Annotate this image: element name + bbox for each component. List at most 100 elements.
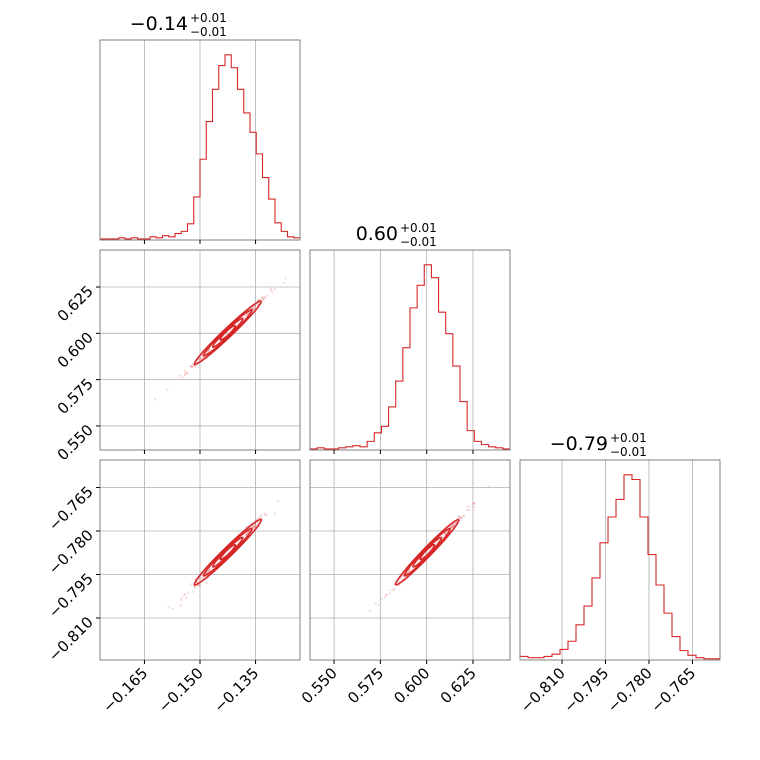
x-tick-label: −0.165 <box>99 664 151 716</box>
scatter-point <box>472 506 476 509</box>
scatter-point <box>451 523 454 527</box>
scatter-point <box>246 313 249 316</box>
panel-title-sup: +0.01 <box>610 431 647 445</box>
scatter-point <box>259 514 263 517</box>
scatter-point <box>201 576 204 580</box>
scatter-point <box>269 287 272 290</box>
scatter-point <box>167 606 170 609</box>
scatter-point <box>392 587 395 590</box>
panel-frame <box>309 459 511 661</box>
scatter-point <box>192 590 195 594</box>
scatter-point <box>448 525 452 528</box>
x-tick-label: −0.810 <box>517 664 569 716</box>
panel-title-sup: +0.01 <box>190 11 227 25</box>
scatter-point <box>245 532 248 535</box>
scatter-point <box>463 514 466 517</box>
scatter-group <box>167 500 280 610</box>
scatter-point <box>185 371 188 375</box>
scatter-point <box>252 525 255 529</box>
scatter-point <box>166 388 169 391</box>
scatter-point <box>452 524 456 527</box>
scatter-point <box>183 369 186 373</box>
scatter-point <box>154 398 157 401</box>
scatter-point <box>283 281 286 285</box>
panel-frame <box>309 249 511 451</box>
scatter-point <box>451 525 454 528</box>
scatter-point <box>368 609 372 613</box>
scatter-point <box>459 516 462 519</box>
scatter-point <box>198 358 201 361</box>
scatter-point <box>460 516 463 520</box>
scatter-point <box>200 357 203 360</box>
scatter-point <box>198 577 202 580</box>
x-tick-label: −0.795 <box>560 664 612 716</box>
scatter-point <box>259 516 262 519</box>
scatter-point <box>185 596 188 600</box>
scatter-point <box>207 348 210 352</box>
scatter-point <box>252 524 255 527</box>
scatter-point <box>252 307 255 310</box>
panel-frame <box>519 459 721 661</box>
x-tick-label: 0.550 <box>298 664 341 707</box>
scatter-point <box>392 588 396 592</box>
x-tick-label: −0.150 <box>155 664 207 716</box>
contour-level <box>202 527 253 577</box>
scatter-point <box>472 502 475 505</box>
scatter-point <box>454 522 457 525</box>
scatter-point <box>180 599 183 602</box>
panel-title: −0.14 <box>130 13 188 35</box>
scatter-point <box>284 277 287 280</box>
scatter-point <box>245 314 248 317</box>
panel-title: 0.60 <box>356 223 398 245</box>
scatter-group <box>154 277 287 401</box>
scatter-group <box>368 485 491 613</box>
scatter-point <box>190 365 194 369</box>
scatter-point <box>465 505 469 509</box>
scatter-point <box>184 592 187 596</box>
frame-layer <box>96 39 721 664</box>
y-tick-label: −0.810 <box>45 613 97 665</box>
contour-level <box>193 300 263 366</box>
scatter-point <box>258 298 261 301</box>
scatter-point <box>472 502 475 505</box>
scatter-point <box>263 295 266 299</box>
scatter-point <box>263 512 266 515</box>
scatter-point <box>198 584 201 587</box>
scatter-point <box>452 523 455 526</box>
x-tick-label: 0.625 <box>437 664 480 707</box>
x-tick-label: 0.600 <box>390 664 433 707</box>
scatter-point <box>462 514 465 517</box>
scatter-point <box>392 583 396 586</box>
scatter-point <box>389 589 392 592</box>
scatter-point <box>262 298 265 301</box>
scatter-point <box>270 290 274 294</box>
scatter-point <box>194 365 197 368</box>
scatter-point <box>190 583 193 586</box>
scatter-point <box>205 581 208 584</box>
contour-level <box>193 518 263 586</box>
scatter-point <box>383 596 386 599</box>
panel-title-sub: −0.01 <box>400 235 437 249</box>
scatter-point <box>468 508 471 512</box>
scatter-point <box>265 294 269 297</box>
scatter-point <box>450 525 454 528</box>
scatter-point <box>452 525 455 528</box>
scatter-point <box>207 349 210 352</box>
scatter-point <box>200 357 203 360</box>
contour-level <box>419 543 436 561</box>
scatter-point <box>193 586 197 589</box>
contour-level <box>403 527 451 577</box>
y-tick-label: 0.625 <box>54 282 97 325</box>
scatter-point <box>178 374 182 378</box>
scatter-point <box>260 296 263 299</box>
data-layer <box>100 54 720 660</box>
scatter-point <box>265 514 268 517</box>
contour-level <box>394 518 460 586</box>
x-tick-label: −0.135 <box>210 664 262 716</box>
scatter-point <box>253 523 256 526</box>
x-tick-label: −0.780 <box>604 664 656 716</box>
scatter-point <box>488 485 491 488</box>
scatter-point <box>374 602 377 605</box>
scatter-point <box>256 517 259 521</box>
scatter-point <box>179 604 182 607</box>
